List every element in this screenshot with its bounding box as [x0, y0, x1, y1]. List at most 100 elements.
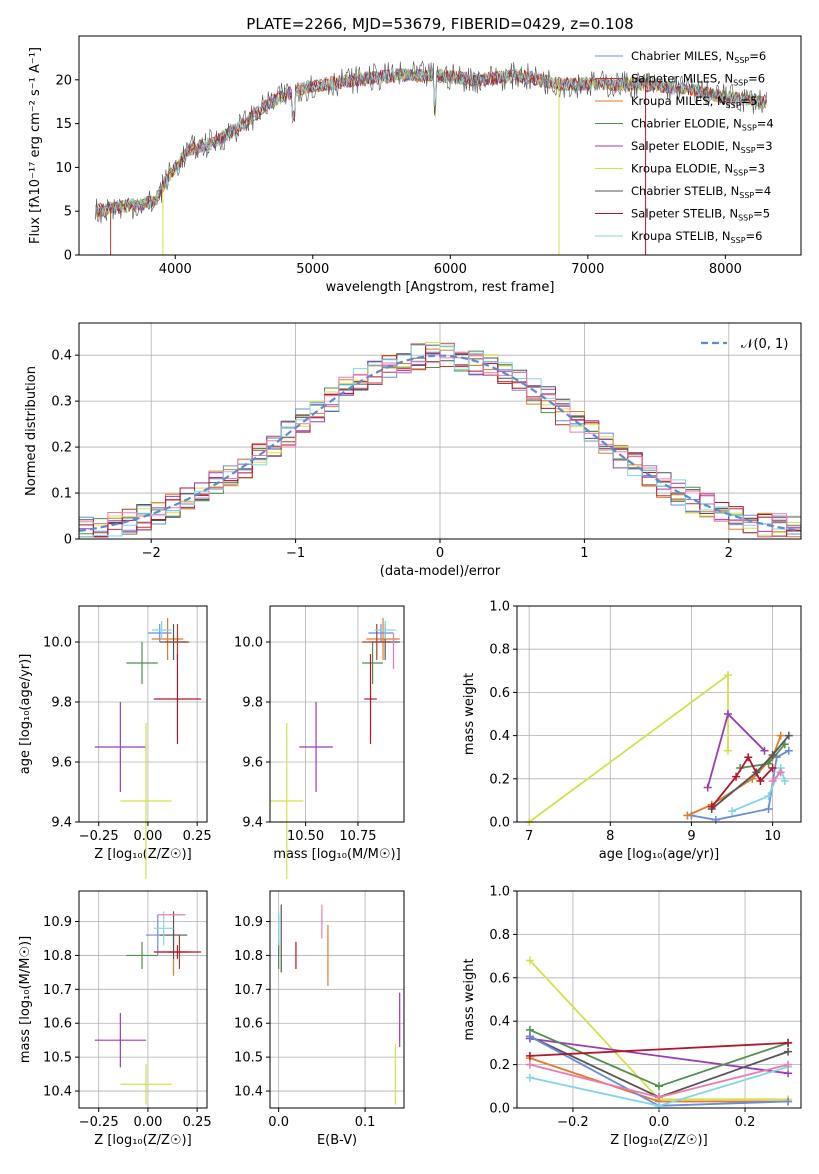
y-tick-label: 9.4: [51, 816, 72, 831]
x-tick-label: 8000: [709, 262, 742, 277]
x-axis-label: Z [log₁₀(Z/Z☉)]: [94, 847, 191, 862]
mass-weight-vs-age-marker: [784, 731, 793, 740]
x-tick-label: −1: [286, 546, 305, 561]
mass-vs-z-panel: −0.25 0.00 0.25 10.4 10.5 10.6 10.7 10.8 10.9 Z […: [18, 890, 212, 1148]
x-tick-label: 0.00: [133, 1115, 162, 1130]
x-axis-label: mass [log₁₀(M/M☉)]: [273, 847, 400, 862]
mass-weight-vs-z-marker: [525, 956, 534, 965]
y-tick-label: 10.0: [234, 636, 263, 651]
ebv-vs-mass-panel: 0.0 0.1 10.4 10.5 10.6 10.7 10.8 10.9 E(B-V): [234, 890, 405, 1148]
y-tick-label: 9.4: [242, 816, 263, 831]
y-tick-label: 10.4: [234, 1085, 263, 1100]
y-tick-label: 0.4: [51, 349, 72, 364]
mass-weight-vs-age-marker: [776, 768, 785, 777]
mass-weight-vs-age-marker: [784, 746, 793, 755]
mass-weight-vs-age-marker: [723, 671, 732, 680]
x-tick-label: 2: [725, 546, 733, 561]
legend-entry: Salpeter ELODIE, NSSP=3: [631, 139, 773, 155]
x-tick-label: 10: [764, 829, 781, 844]
mass-weight-vs-z-marker: [784, 1097, 793, 1106]
residual-histogram-panel: −2 −1 0 1 2 0 0.1 0.2 0.3 0.4 (data-model)/error No…: [24, 322, 802, 579]
legend-entry: 𝒩(0, 1): [741, 337, 788, 352]
mass-weight-vs-z-marker: [655, 1101, 663, 1110]
x-tick-label: 10.75: [339, 829, 376, 844]
y-tick-label: 0.0: [489, 1102, 510, 1117]
mass-weight-vs-age-marker: [768, 764, 777, 772]
x-tick-label: −2: [142, 546, 161, 561]
mass-weight-vs-age-marker: [764, 792, 773, 801]
x-tick-label: 0.25: [183, 1115, 212, 1130]
legend-entry: Salpeter STELIB, NSSP=5: [631, 207, 770, 223]
mass-weight-vs-age-marker: [723, 710, 732, 718]
mass-weight-vs-age-marker: [764, 805, 773, 814]
axes-frame: [269, 605, 405, 823]
y-tick-label: 5: [64, 205, 72, 220]
x-tick-label: 10.50: [287, 829, 324, 844]
mass-weight-vs-z-marker: [655, 1082, 663, 1091]
y-tick-label: 10.8: [234, 949, 263, 964]
y-tick-label: 10.7: [234, 983, 263, 998]
y-tick-label: 0.4: [489, 1015, 510, 1030]
x-tick-label: 6000: [434, 262, 467, 277]
y-tick-label: 10.4: [43, 1085, 72, 1100]
y-tick-label: 10.0: [43, 636, 72, 651]
legend-entry: Chabrier STELIB, NSSP=4: [631, 184, 771, 200]
mass-weight-vs-z-marker: [784, 1038, 793, 1047]
y-tick-label: 0.0: [489, 816, 510, 831]
spectrum-lines: [95, 60, 767, 255]
y-tick-label: 0.2: [489, 772, 510, 787]
mass-weight-vs-z-marker: [655, 1093, 663, 1102]
mass-weight-vs-age-marker: [768, 751, 777, 760]
mass-weight-vs-age-marker: [744, 753, 753, 762]
x-tick-label: 0: [436, 546, 444, 561]
mass-weight-vs-z-marker: [525, 1060, 534, 1069]
mass-weight-vs-age-marker: [711, 815, 720, 824]
y-tick-label: 10.8: [43, 949, 72, 964]
mass-weight-vs-z-marker: [525, 1051, 534, 1060]
y-tick-label: 0.8: [489, 928, 510, 943]
y-tick-label: 0.8: [489, 643, 510, 658]
x-tick-label: 9: [687, 829, 695, 844]
y-tick-label: 10.5: [43, 1051, 72, 1066]
x-tick-label: −0.25: [79, 1115, 119, 1130]
legend-entry: Chabrier ELODIE, NSSP=4: [631, 117, 774, 133]
y-tick-label: 10.9: [43, 915, 72, 930]
axes-frame: [78, 890, 208, 1109]
spectrum-series-6: [95, 60, 767, 224]
mass-weight-vs-age-marker: [776, 731, 785, 740]
mass-weight-vs-age-series-0: [528, 673, 729, 823]
mass-weight-vs-z-marker: [784, 1047, 793, 1056]
mass-weight-vs-age-series-5: [711, 735, 790, 810]
histogram-steps: [79, 341, 801, 538]
mass-weight-vs-age-marker: [760, 746, 769, 755]
x-tick-label: 0.25: [183, 829, 212, 844]
y-axis-label: mass weight: [462, 673, 477, 755]
y-tick-label: 0: [64, 249, 72, 264]
mass-weight-vs-age-marker: [683, 811, 692, 820]
x-axis-label: Z [log₁₀(Z/Z☉)]: [94, 1133, 191, 1148]
y-tick-label: 0.2: [489, 1058, 510, 1073]
y-tick-label: 0.3: [51, 395, 72, 410]
x-tick-label: 7000: [571, 262, 604, 277]
mass-weight-vs-age-marker: [728, 807, 737, 816]
mass-weight-vs-age-marker: [764, 759, 773, 768]
chart-title: PLATE=2266, MJD=53679, FIBERID=0429, z=0…: [246, 15, 633, 33]
y-tick-label: 1.0: [489, 600, 510, 615]
y-tick-label: 10.9: [234, 915, 263, 930]
axes-frame: [516, 605, 802, 823]
y-axis-label: Normed distribution: [24, 366, 39, 496]
gaussian-curve: [79, 354, 799, 532]
x-tick-label: −0.2: [557, 1115, 589, 1130]
mass-weight-vs-age-series-8: [771, 771, 782, 782]
mass-weight-vs-age-series-7: [731, 765, 786, 813]
x-tick-label: 8: [606, 829, 614, 844]
y-tick-label: 0.6: [489, 971, 510, 986]
y-tick-label: 15: [55, 117, 72, 132]
axes-frame: [269, 890, 405, 1109]
x-tick-label: 0.00: [133, 829, 162, 844]
mass-weight-vs-age-marker: [768, 776, 777, 785]
y-tick-label: 1.0: [489, 885, 510, 900]
x-tick-label: 0.1: [355, 1115, 376, 1130]
x-axis-label: (data-model)/error: [380, 564, 501, 579]
